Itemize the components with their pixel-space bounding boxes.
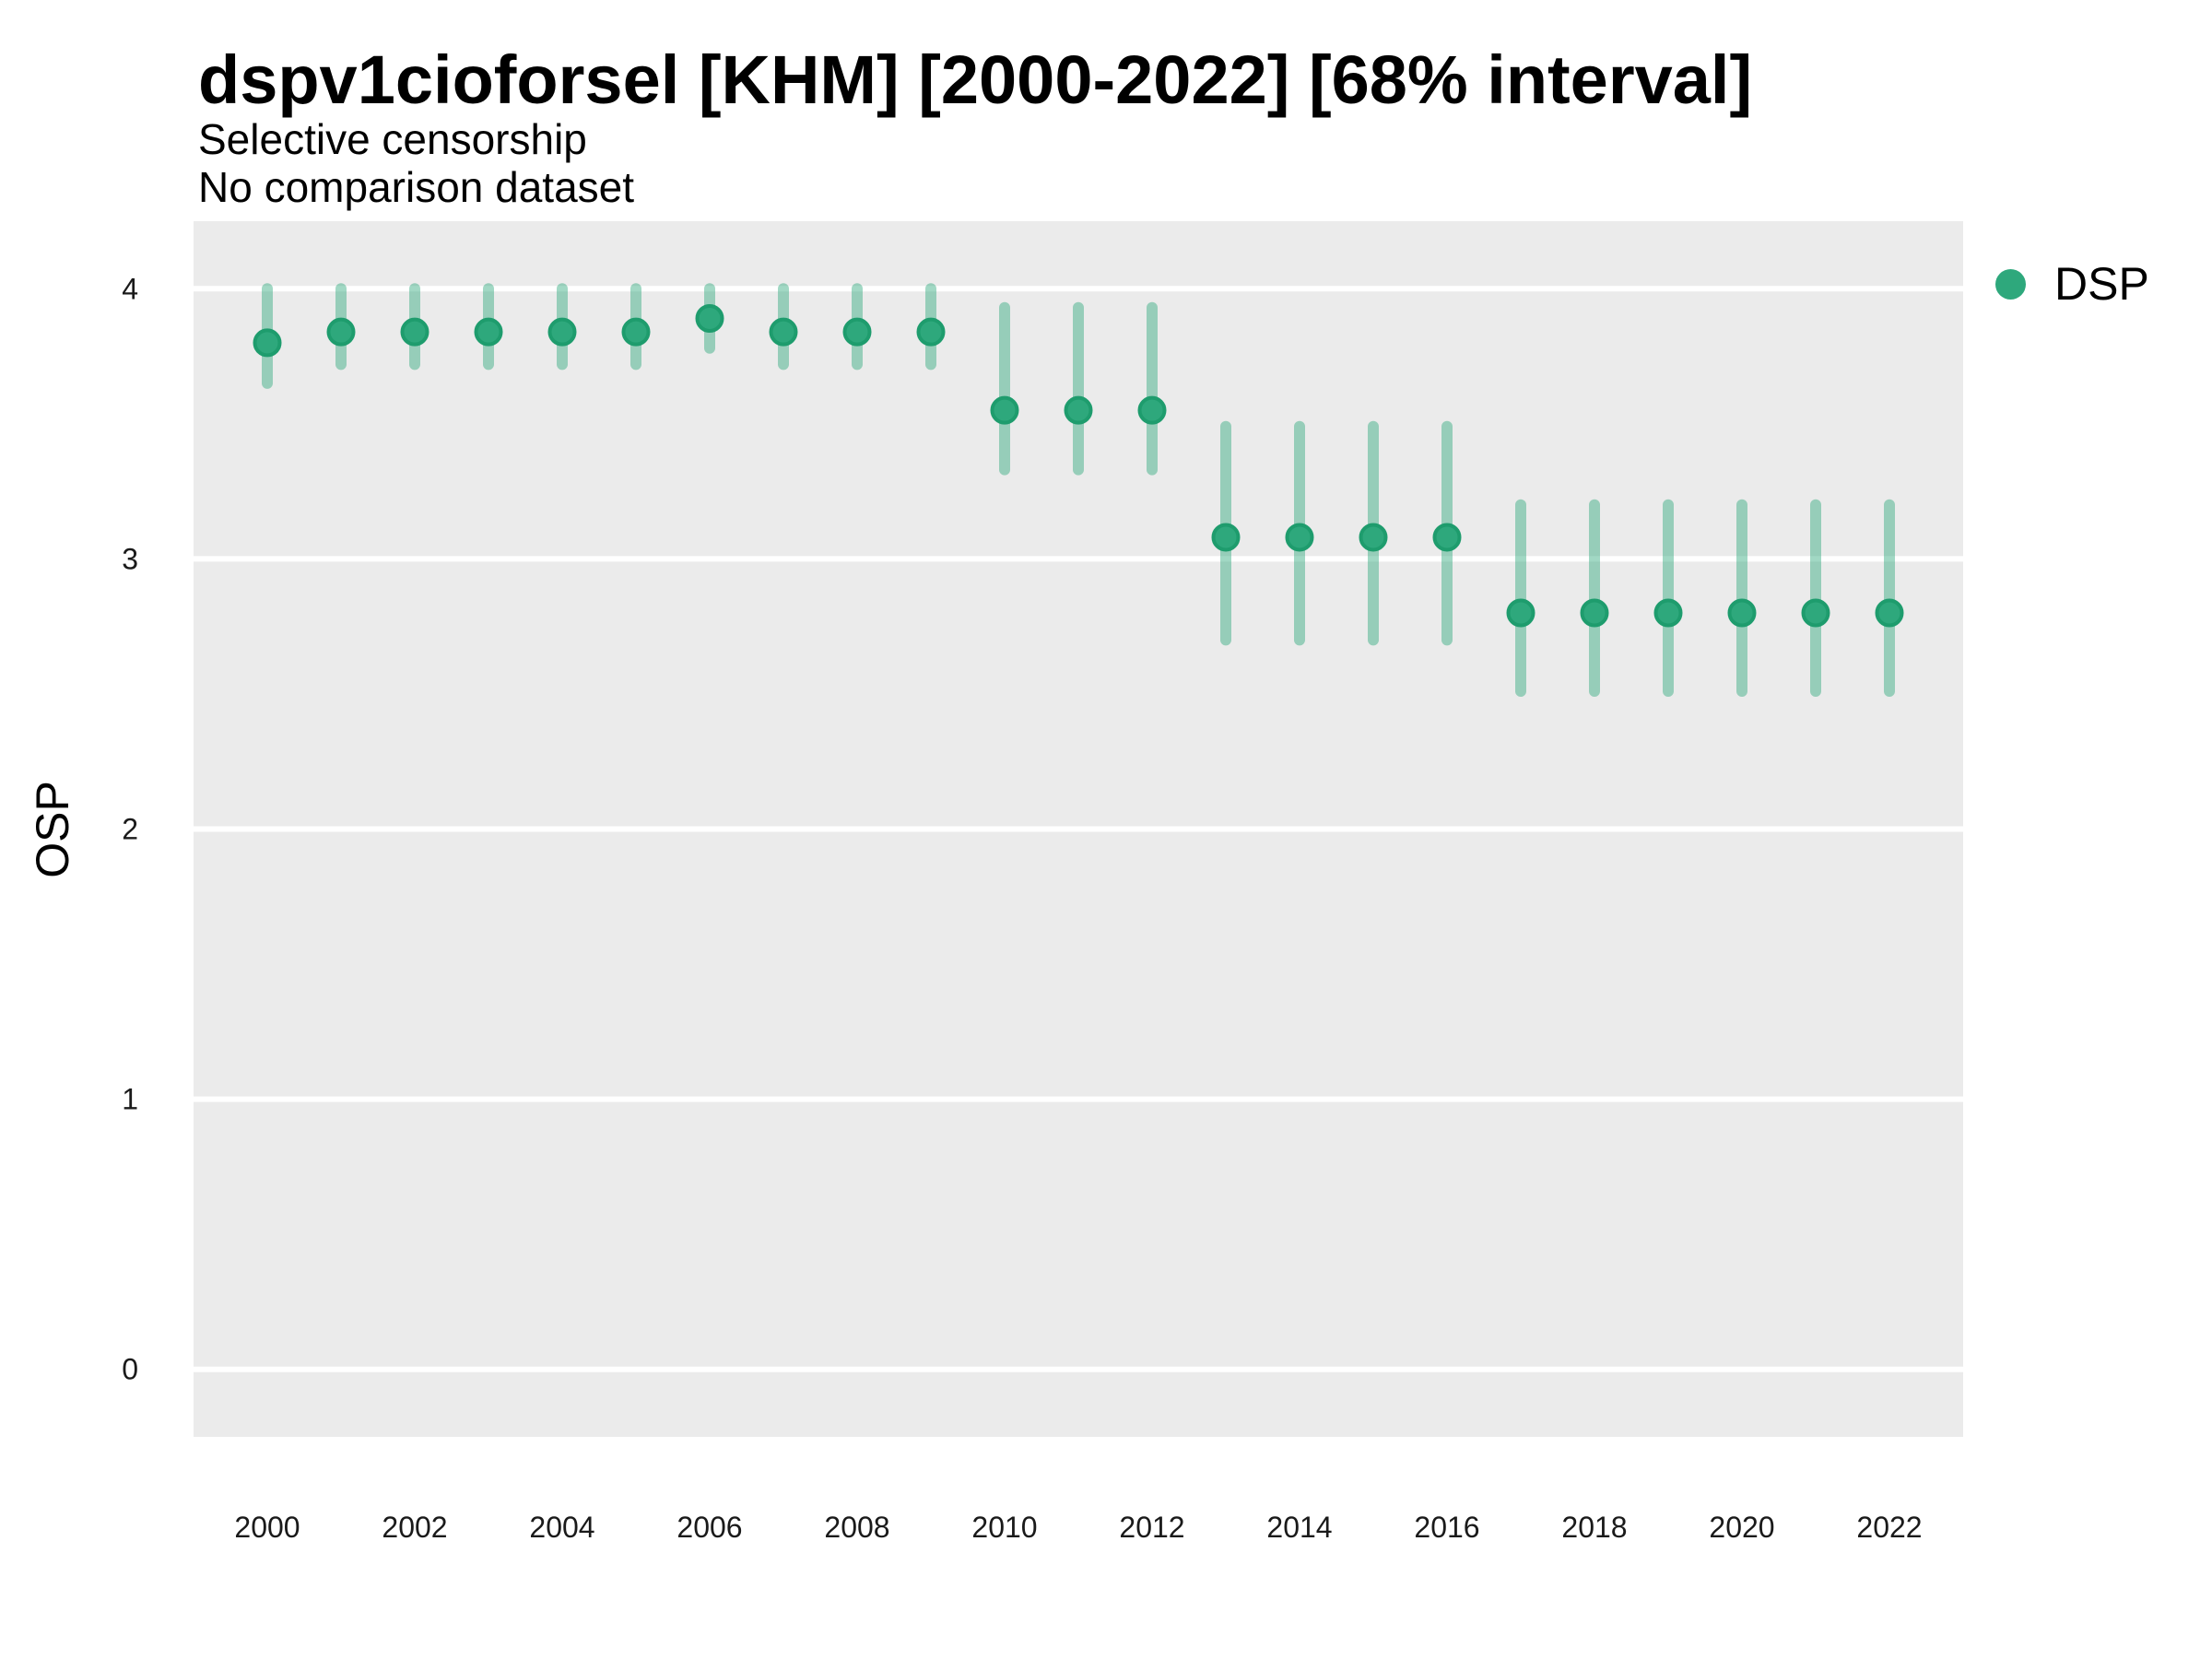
data-point-2022 [1875,598,1904,628]
data-point-2021 [1801,598,1830,628]
data-point-2008 [842,317,872,347]
x-tick-label-2006: 2006 [677,1511,742,1544]
chart-subtitle: Selective censorship [198,115,587,163]
data-point-2012 [1137,395,1167,425]
x-tick-label-2018: 2018 [1561,1511,1627,1544]
data-point-2014 [1285,523,1314,552]
data-point-2013 [1211,523,1241,552]
x-tick-label-2010: 2010 [971,1511,1037,1544]
data-point-2001 [326,317,356,347]
x-tick-label-2022: 2022 [1856,1511,1922,1544]
x-tick-label-2002: 2002 [382,1511,447,1544]
data-point-2018 [1580,598,1609,628]
y-tick-label-4: 4 [122,272,138,305]
data-point-2020 [1727,598,1757,628]
x-tick-label-2000: 2000 [234,1511,300,1544]
x-tick-label-2012: 2012 [1119,1511,1184,1544]
data-point-2017 [1506,598,1535,628]
data-point-2002 [400,317,429,347]
data-point-2004 [547,317,577,347]
x-tick-label-2014: 2014 [1266,1511,1332,1544]
data-point-2000 [253,328,282,358]
y-tick-label-0: 0 [122,1353,138,1386]
legend-label: DSP [2054,258,2149,310]
data-point-2016 [1432,523,1462,552]
legend: DSP [1995,261,2149,307]
data-point-2010 [990,395,1019,425]
legend-point-icon [1995,268,2026,300]
x-tick-label-2008: 2008 [824,1511,889,1544]
y-tick-label-1: 1 [122,1083,138,1116]
data-point-2011 [1064,395,1093,425]
x-tick-label-2020: 2020 [1709,1511,1774,1544]
data-point-2019 [1653,598,1683,628]
data-point-2007 [769,317,798,347]
x-tick-label-2004: 2004 [529,1511,594,1544]
data-point-2009 [916,317,946,347]
data-point-2005 [621,317,651,347]
data-point-2006 [695,304,724,334]
data-point-2015 [1359,523,1388,552]
y-tick-label-3: 3 [122,542,138,575]
data-point-2003 [474,317,503,347]
x-tick-label-2016: 2016 [1414,1511,1479,1544]
chart-title: dspv1cioforsel [KHM] [2000-2022] [68% in… [198,41,1753,118]
chart-note: No comparison dataset [198,163,635,211]
y-tick-label-2: 2 [122,813,138,846]
